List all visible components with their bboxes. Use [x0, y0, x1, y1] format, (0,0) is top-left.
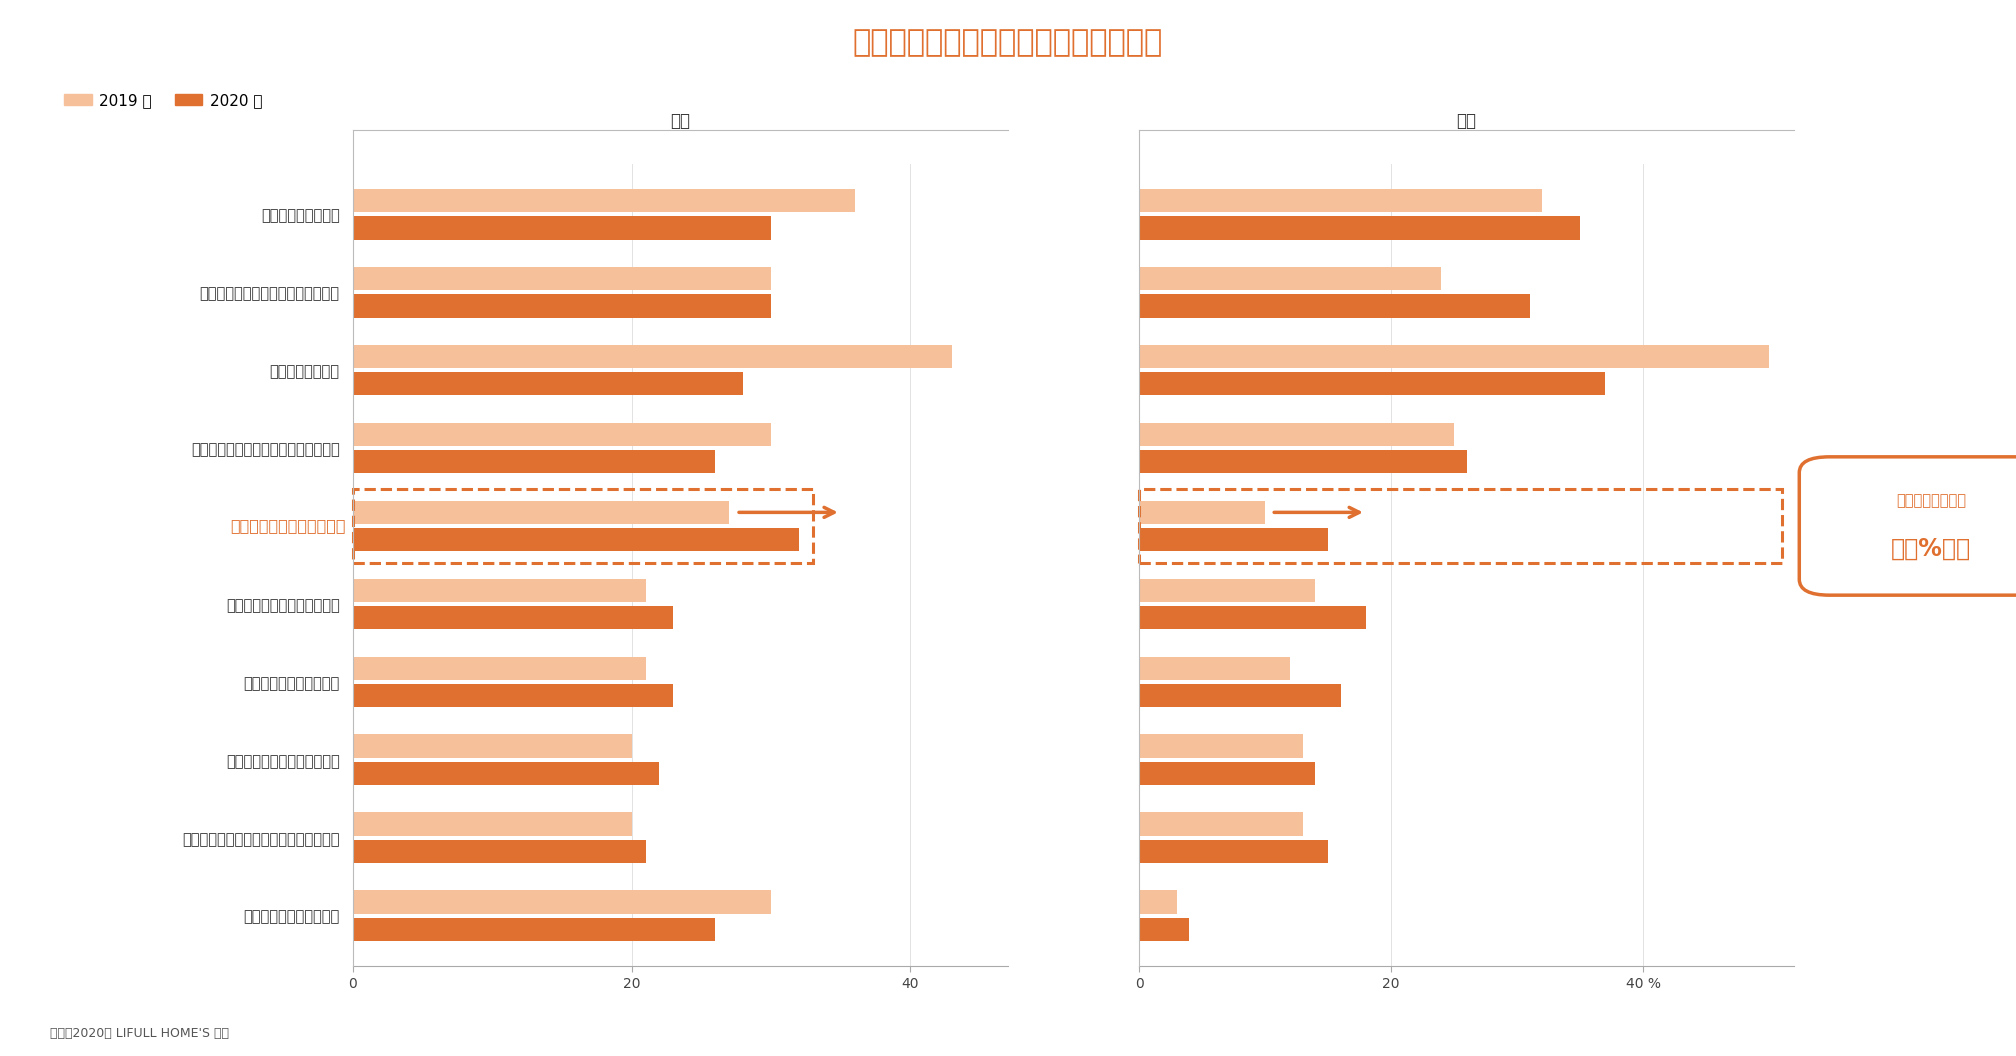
Bar	[1139, 345, 1770, 369]
Legend: 2019 年, 2020 年: 2019 年, 2020 年	[58, 87, 268, 114]
Bar	[353, 372, 744, 396]
Bar	[1139, 918, 1189, 941]
Bar	[353, 189, 855, 212]
Bar	[1139, 657, 1290, 680]
Bar	[353, 840, 645, 863]
Bar	[1139, 684, 1341, 708]
Bar	[1139, 606, 1365, 629]
Bar	[353, 579, 645, 602]
Bar	[353, 657, 645, 680]
Bar	[353, 606, 673, 629]
Bar	[353, 501, 730, 524]
Bar	[1139, 267, 1441, 290]
Bar	[353, 422, 770, 446]
Bar	[353, 450, 716, 473]
Bar	[353, 734, 631, 758]
Bar	[353, 295, 770, 318]
Bar	[353, 918, 716, 941]
Bar	[1139, 528, 1329, 551]
Bar	[1139, 812, 1302, 835]
Text: 出典：2020年 LIFULL HOME'S 調べ: 出典：2020年 LIFULL HOME'S 調べ	[50, 1027, 230, 1040]
Bar	[1139, 840, 1329, 863]
Bar	[1139, 295, 1530, 318]
Bar	[1139, 579, 1314, 602]
Bar	[353, 890, 770, 913]
Bar	[353, 528, 798, 551]
Bar	[1139, 422, 1454, 446]
Bar	[1139, 189, 1542, 212]
Text: 住み替え・建て替えの際に調べた情報: 住み替え・建て替えの際に調べた情報	[853, 29, 1163, 57]
Bar	[353, 345, 952, 369]
Bar	[1139, 216, 1581, 240]
Bar	[353, 761, 659, 785]
Bar	[1139, 890, 1177, 913]
Bar	[353, 812, 631, 835]
Text: 賃貸・売買ともに: 賃貸・売買ともに	[1897, 493, 1966, 508]
Text: 約５%増！: 約５%増！	[1891, 538, 1972, 561]
Bar	[1139, 501, 1266, 524]
Bar	[1139, 734, 1302, 758]
Text: 賃貸: 賃貸	[1458, 112, 1476, 130]
Bar	[1139, 372, 1605, 396]
Bar	[1139, 450, 1466, 473]
Bar	[353, 684, 673, 708]
Text: 災害に強いエリアかどうか: 災害に強いエリアかどうか	[230, 518, 347, 533]
Bar	[353, 216, 770, 240]
Bar	[353, 267, 770, 290]
Bar	[1139, 761, 1314, 785]
Text: 売買: 売買	[671, 112, 689, 130]
